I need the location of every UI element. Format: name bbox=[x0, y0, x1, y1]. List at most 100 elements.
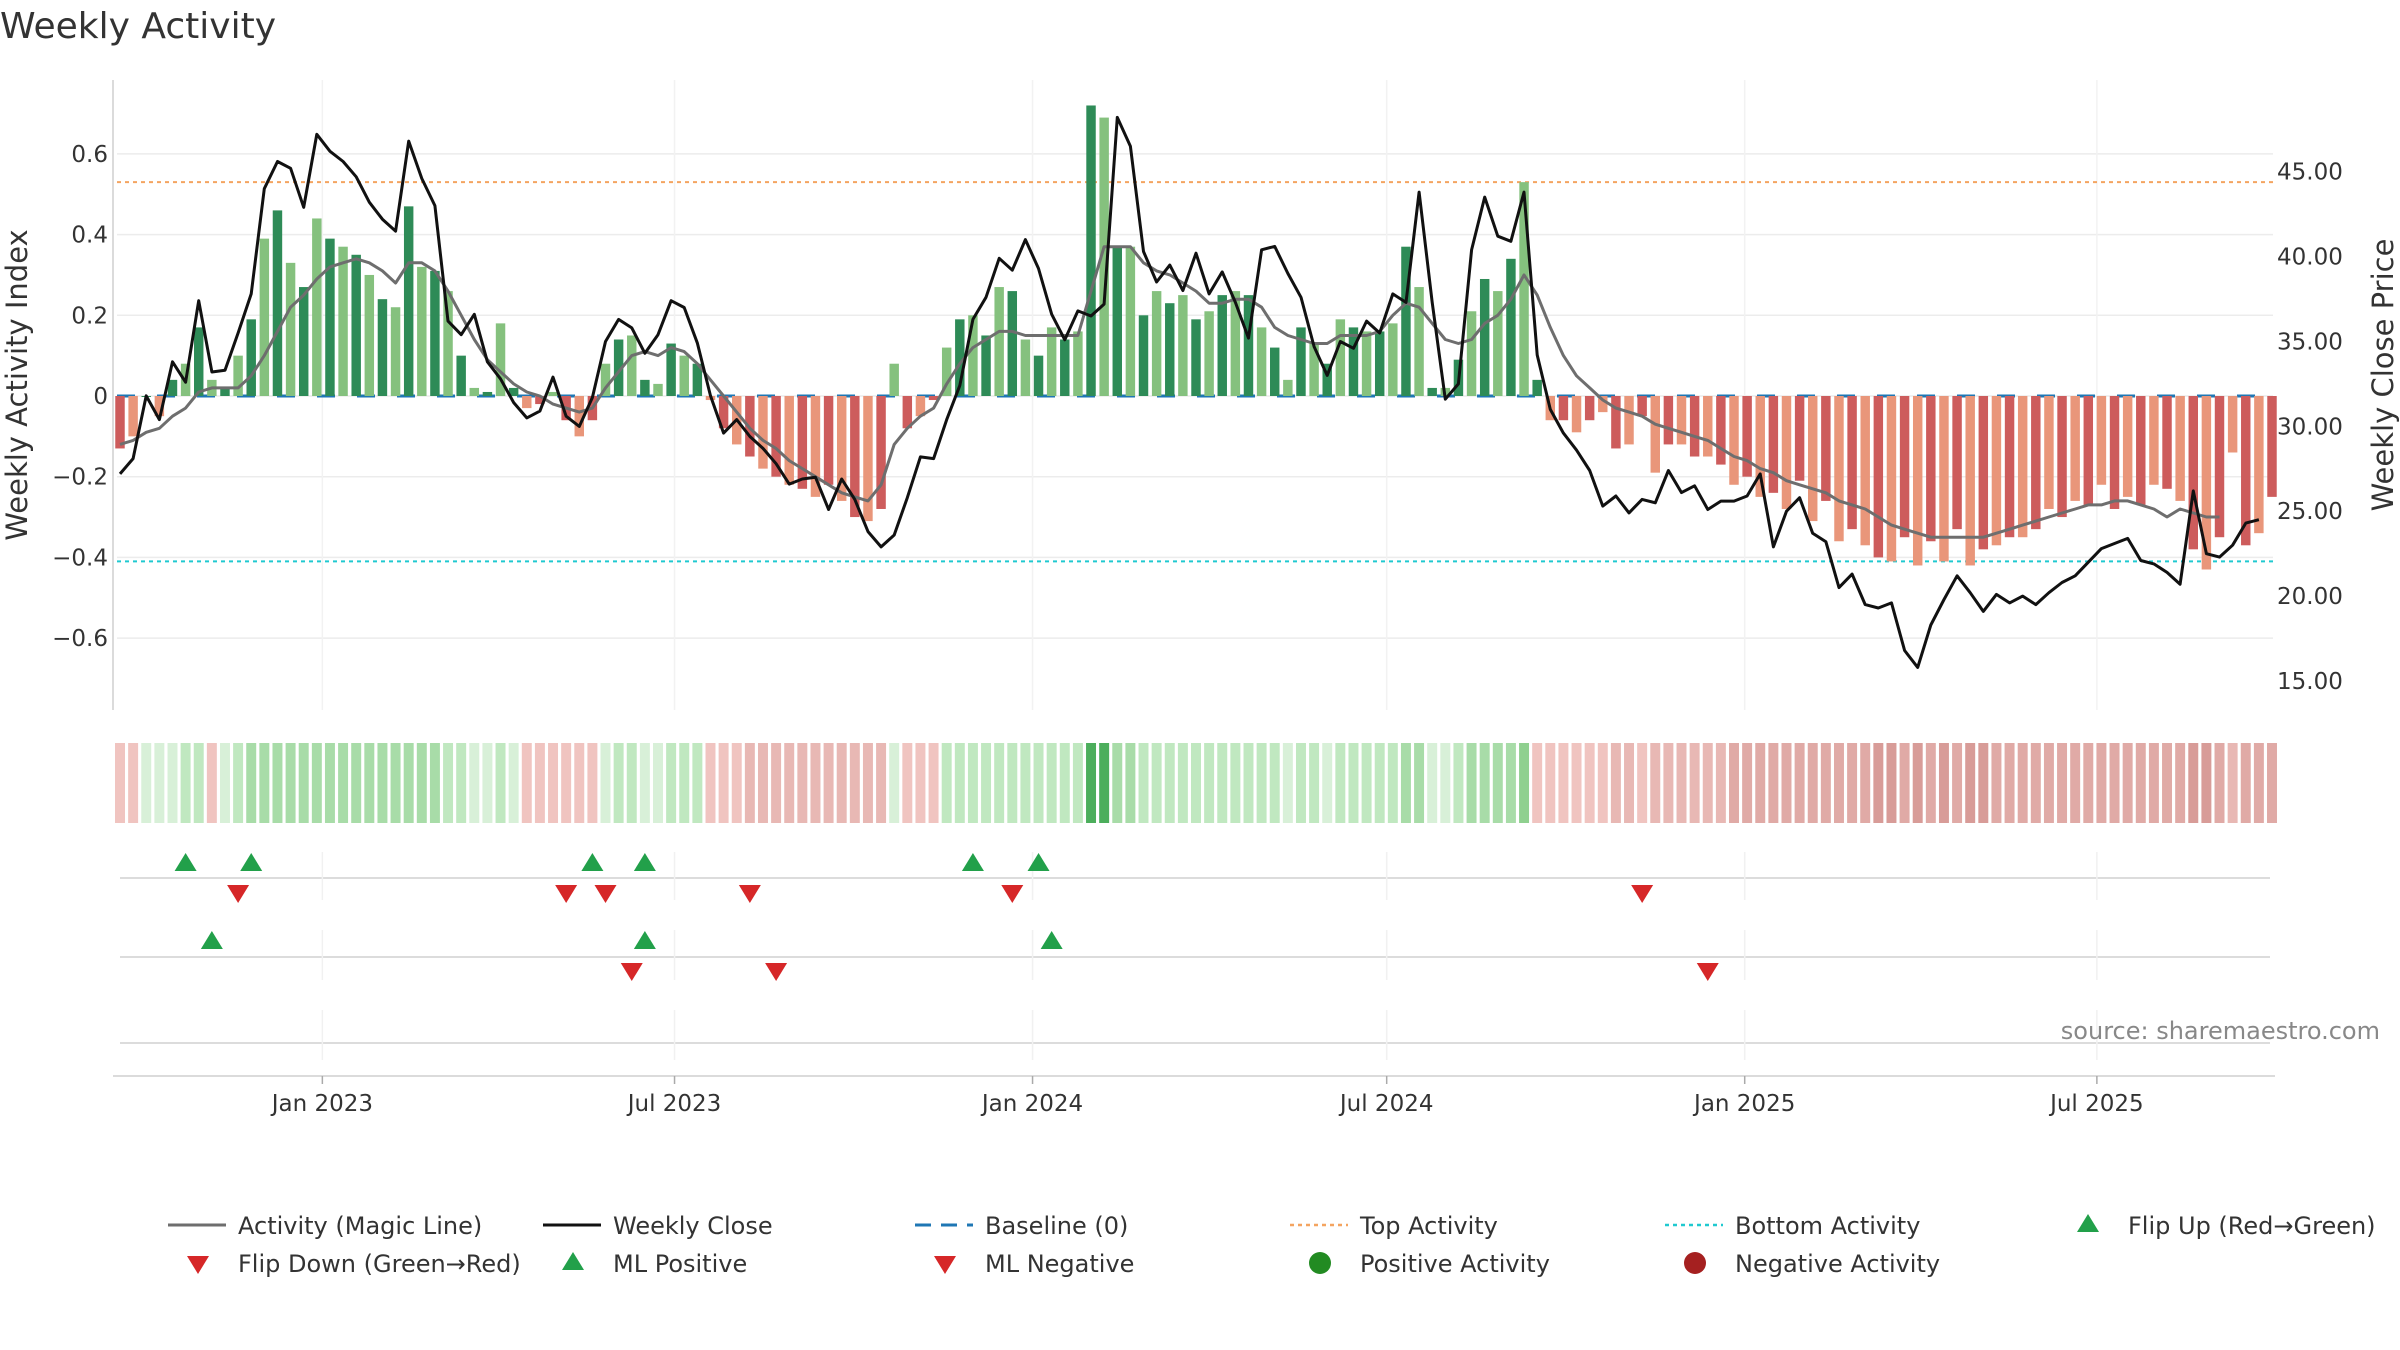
strip-cell bbox=[1177, 743, 1188, 823]
activity-bar bbox=[2149, 396, 2159, 485]
strip-cell bbox=[115, 743, 125, 823]
left-tick-label: −0.4 bbox=[52, 545, 108, 571]
strip-cell bbox=[915, 743, 926, 823]
magic-line-series bbox=[119, 245, 2220, 539]
left-tick-label: −0.6 bbox=[52, 626, 108, 652]
strip-cell bbox=[1243, 743, 1254, 823]
flip-down-marker bbox=[594, 885, 617, 903]
strip-cell bbox=[351, 743, 362, 823]
strip-cell bbox=[1348, 743, 1359, 823]
activity-bar bbox=[1768, 396, 1779, 493]
strip-cell bbox=[298, 743, 309, 823]
chart-title: Weekly Activity bbox=[0, 6, 276, 47]
strip-cell bbox=[2214, 743, 2225, 823]
legend-label: Negative Activity bbox=[1735, 1250, 1940, 1278]
x-tick-label: Jan 2024 bbox=[980, 1091, 1083, 1117]
strip-cell bbox=[1505, 743, 1516, 823]
right-tick-label: 20.00 bbox=[2277, 584, 2343, 610]
activity-bar bbox=[666, 343, 676, 396]
legend-label: Flip Down (Green→Red) bbox=[238, 1250, 521, 1278]
strip-cell bbox=[1584, 743, 1595, 823]
activity-bar bbox=[2044, 396, 2054, 509]
activity-bar bbox=[2057, 396, 2067, 518]
flip-up-marker bbox=[581, 853, 604, 871]
strip-cell bbox=[1729, 743, 1739, 823]
x-tick-label: Jan 2023 bbox=[270, 1091, 373, 1117]
strip-cell bbox=[1702, 743, 1713, 823]
strip-cell bbox=[653, 743, 663, 823]
activity-bar bbox=[600, 363, 611, 396]
strip-cell bbox=[1007, 743, 1018, 823]
x-axis-ticks: Jan 2023 Jul 2023 Jan 2024 Jul 2024 Jan 2025… bbox=[113, 1075, 2275, 1117]
strip-cell bbox=[692, 743, 703, 823]
flip-down-marker bbox=[555, 885, 578, 903]
strip-cell bbox=[1361, 743, 1372, 823]
activity-bar bbox=[758, 396, 768, 469]
flip-down-marker bbox=[227, 885, 250, 903]
right-axis-label: Weekly Close Price bbox=[2366, 239, 2400, 512]
strip-cell bbox=[928, 743, 939, 823]
strip-cell bbox=[587, 743, 598, 823]
strip-cell bbox=[1886, 743, 1897, 823]
strip-cell bbox=[154, 743, 165, 823]
legend-label: Weekly Close bbox=[613, 1212, 773, 1240]
ml-negative-marker bbox=[620, 963, 643, 981]
activity-bar bbox=[994, 287, 1004, 396]
activity-bar bbox=[1847, 396, 1857, 530]
strip-cell bbox=[1335, 743, 1346, 823]
legend-label: Top Activity bbox=[1359, 1212, 1498, 1240]
activity-bar bbox=[364, 274, 375, 396]
weekly-close-series bbox=[118, 115, 2260, 669]
activity-bar bbox=[718, 396, 729, 429]
activity-bar bbox=[627, 335, 637, 396]
activity-bar bbox=[941, 347, 952, 396]
legend-label: Activity (Magic Line) bbox=[238, 1212, 482, 1240]
strip-cell bbox=[193, 743, 204, 823]
activity-bar bbox=[338, 246, 348, 396]
legend-swatch-circle-green bbox=[1309, 1252, 1331, 1274]
strip-cell bbox=[1912, 743, 1923, 823]
strip-cell bbox=[495, 743, 506, 823]
flip-up-marker bbox=[1027, 853, 1050, 871]
grid-layer bbox=[117, 80, 2273, 710]
strip-cell bbox=[246, 743, 257, 823]
activity-bar bbox=[430, 270, 440, 396]
strip-cell bbox=[862, 743, 873, 823]
right-tick-label: 35.00 bbox=[2277, 329, 2343, 355]
legend-item: Baseline (0) bbox=[915, 1212, 1128, 1240]
strip-cell bbox=[1978, 743, 1989, 823]
strip-cell bbox=[1768, 743, 1779, 823]
activity-bar bbox=[1270, 347, 1280, 396]
x-tick-label: Jan 2025 bbox=[1692, 1091, 1795, 1117]
activity-bar bbox=[285, 262, 296, 396]
activity-bar bbox=[771, 396, 781, 477]
strip-cell bbox=[1558, 743, 1569, 823]
activity-bar bbox=[220, 387, 230, 396]
strip-cell bbox=[521, 743, 532, 823]
activity-bar bbox=[1939, 396, 1949, 562]
activity-bar bbox=[1322, 363, 1332, 396]
activity-bar bbox=[246, 319, 256, 396]
strip-cell bbox=[1676, 743, 1687, 823]
activity-bar bbox=[1125, 246, 1136, 396]
strip-cell bbox=[1191, 743, 1201, 823]
activity-bar bbox=[1624, 396, 1634, 445]
activity-bar bbox=[902, 396, 913, 429]
strip-cell bbox=[364, 743, 375, 823]
activity-bar bbox=[1755, 396, 1765, 497]
series-lines bbox=[118, 115, 2260, 669]
activity-bar bbox=[810, 396, 821, 497]
activity-bar bbox=[2254, 396, 2264, 534]
strip-cell bbox=[2096, 743, 2107, 823]
strip-cell bbox=[1899, 743, 1910, 823]
activity-bar bbox=[1046, 327, 1057, 396]
strip-cell bbox=[2175, 743, 2186, 823]
strip-cell bbox=[1624, 743, 1635, 823]
strip-cell bbox=[810, 743, 821, 823]
activity-bar bbox=[1099, 117, 1109, 397]
strip-cell bbox=[2135, 743, 2146, 823]
strip-cell bbox=[259, 743, 270, 823]
activity-bar bbox=[1676, 396, 1687, 445]
activity-bars bbox=[115, 105, 2277, 570]
strip-cell bbox=[1492, 743, 1503, 823]
